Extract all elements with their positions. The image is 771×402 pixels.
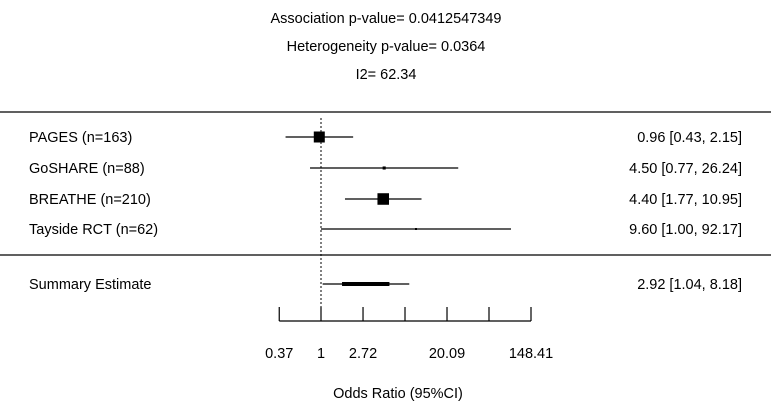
study-label: GoSHARE (n=88): [29, 161, 145, 177]
x-axis-label: Odds Ratio (95%CI): [333, 386, 463, 402]
study-label: Tayside RCT (n=62): [29, 222, 158, 238]
point-estimate: [313, 131, 325, 143]
x-tick-label: 148.41: [509, 346, 553, 362]
i2-statistic: I2= 62.34: [356, 67, 417, 83]
study-row: BREATHE (n=210) 4.40 [1.77, 10.95]: [29, 192, 742, 208]
study-estimate-text: 9.60 [1.00, 92.17]: [629, 222, 742, 238]
study-row: Tayside RCT (n=62) 9.60 [1.00, 92.17]: [29, 222, 742, 238]
study-label: PAGES (n=163): [29, 130, 132, 146]
summary-label: Summary Estimate: [29, 277, 151, 293]
point-estimate: [382, 166, 386, 170]
heterogeneity-p-value: Heterogeneity p-value= 0.0364: [287, 39, 486, 55]
study-row: PAGES (n=163) 0.96 [0.43, 2.15]: [29, 130, 742, 146]
study-estimate-text: 4.50 [0.77, 26.24]: [629, 161, 742, 177]
study-estimate-text: 4.40 [1.77, 10.95]: [629, 192, 742, 208]
x-tick-label: 2.72: [349, 346, 377, 362]
summary-estimate-text: 2.92 [1.04, 8.18]: [637, 277, 742, 293]
point-estimate: [414, 228, 417, 230]
x-tick-label: 0.37: [265, 346, 293, 362]
x-tick-label: 20.09: [429, 346, 465, 362]
study-label: BREATHE (n=210): [29, 192, 151, 208]
study-estimate-text: 0.96 [0.43, 2.15]: [637, 130, 742, 146]
point-estimate: [377, 193, 390, 205]
x-tick-label: 1: [317, 346, 325, 362]
association-p-value: Association p-value= 0.0412547349: [271, 11, 502, 27]
study-row: GoSHARE (n=88) 4.50 [0.77, 26.24]: [29, 161, 742, 177]
summary-row: Summary Estimate 2.92 [1.04, 8.18]: [29, 277, 742, 293]
